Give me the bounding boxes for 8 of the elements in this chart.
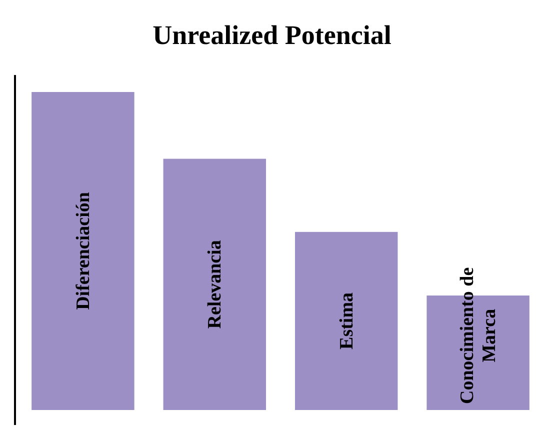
bar bbox=[163, 158, 266, 410]
x-tick-label: Relevancia bbox=[204, 240, 226, 329]
bar bbox=[32, 92, 134, 410]
x-tick-label: Diferenciación bbox=[72, 192, 94, 310]
x-tick-label: Estima bbox=[336, 292, 358, 350]
x-tick-label: Conocimiento de Marca bbox=[457, 267, 500, 404]
chart-title: Unrealized Potencial bbox=[152, 20, 392, 50]
bar bbox=[294, 232, 398, 410]
